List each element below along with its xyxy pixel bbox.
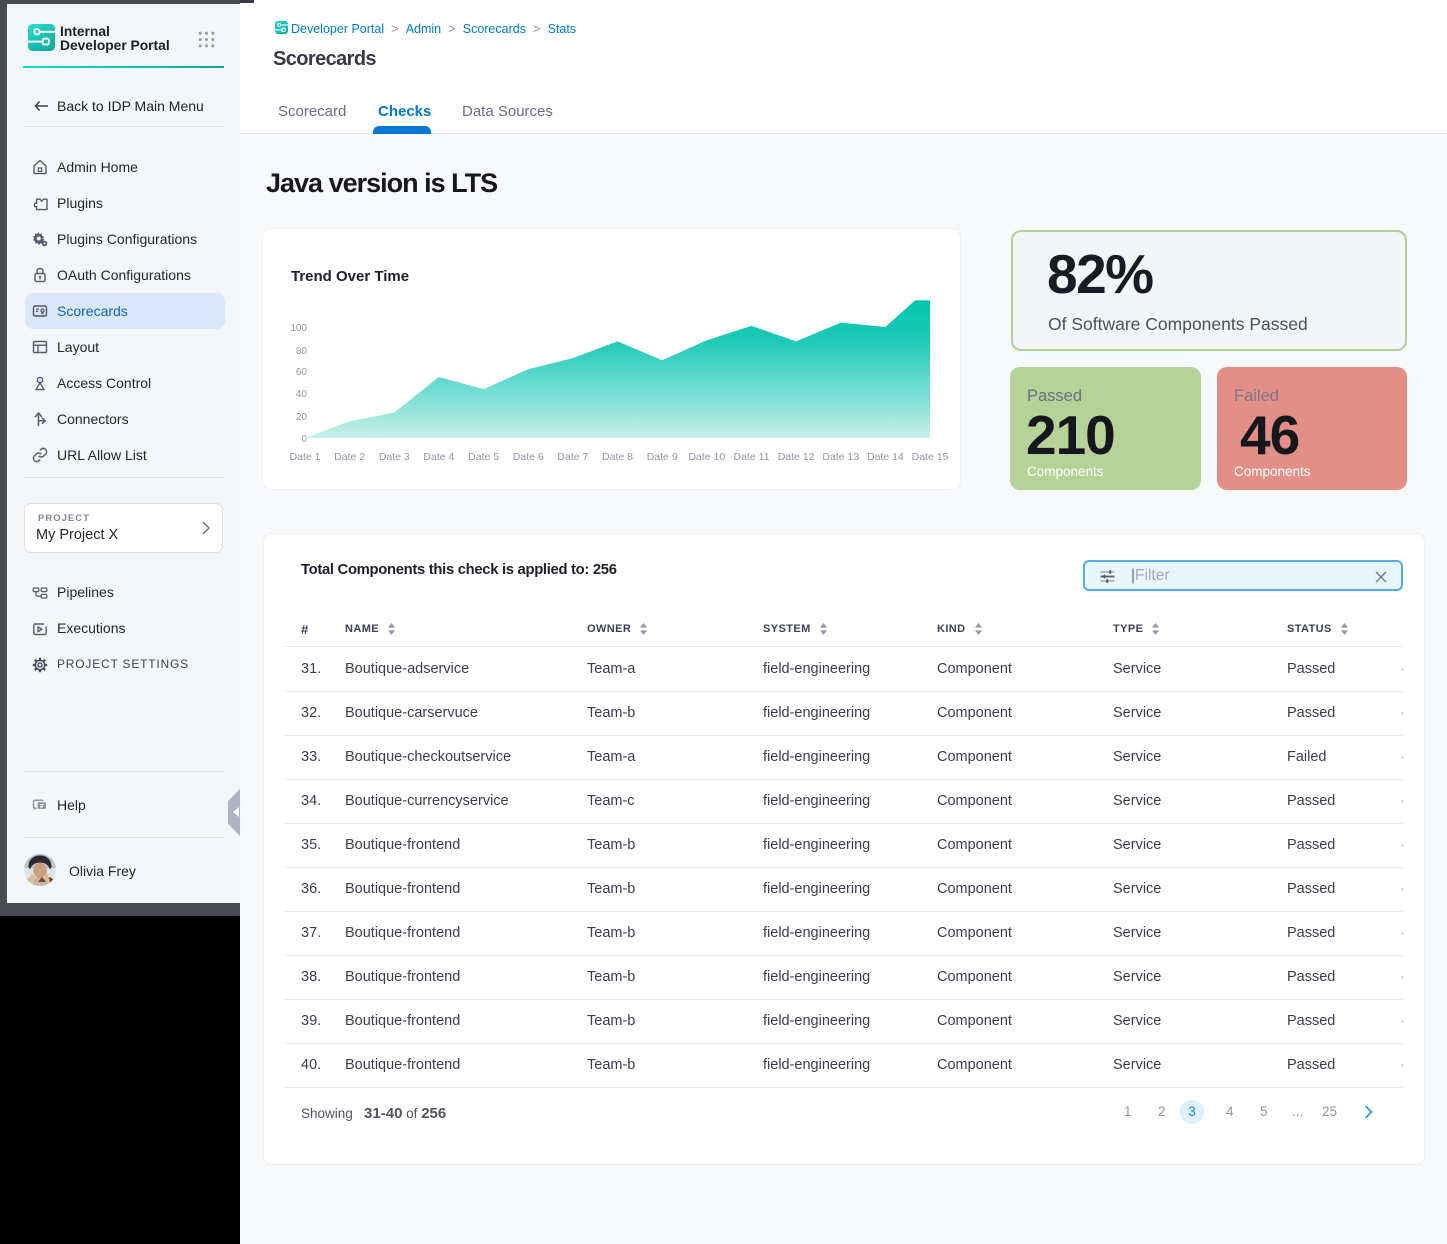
svg-text:80: 80 <box>296 346 308 357</box>
svg-text:Date 14: Date 14 <box>867 451 904 463</box>
svg-text:Date 15: Date 15 <box>912 451 949 463</box>
svg-text:Date 11: Date 11 <box>734 451 770 463</box>
svg-text:Date 10: Date 10 <box>688 451 725 463</box>
svg-text:Date 6: Date 6 <box>513 451 544 463</box>
svg-text:Date 9: Date 9 <box>647 451 678 463</box>
svg-text:Date 13: Date 13 <box>822 451 859 463</box>
svg-text:Date 8: Date 8 <box>602 451 633 463</box>
svg-text:Date 7: Date 7 <box>557 451 588 463</box>
svg-text:20: 20 <box>296 412 308 423</box>
svg-text:0: 0 <box>301 434 307 445</box>
svg-text:40: 40 <box>296 389 308 400</box>
svg-text:Date 4: Date 4 <box>423 451 454 463</box>
svg-text:Date 2: Date 2 <box>334 451 365 463</box>
svg-text:100: 100 <box>290 323 307 334</box>
svg-text:Date 12: Date 12 <box>778 451 815 463</box>
svg-text:60: 60 <box>296 367 308 378</box>
svg-text:Date 3: Date 3 <box>379 451 410 463</box>
svg-text:Date 1: Date 1 <box>290 451 321 463</box>
svg-text:Date 5: Date 5 <box>468 451 499 463</box>
